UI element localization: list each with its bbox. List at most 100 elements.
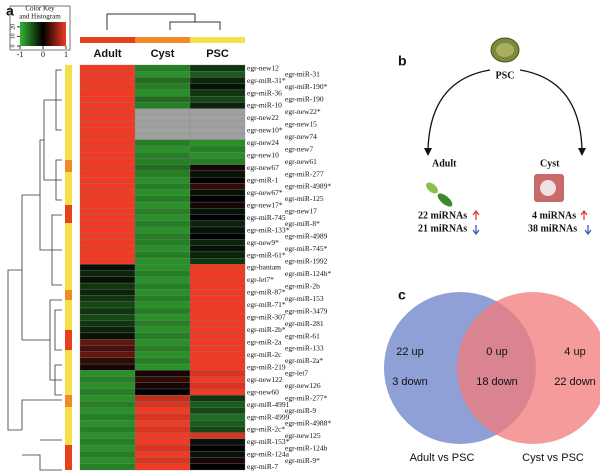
heatmap-cell [134, 177, 191, 184]
heatmap-cell [134, 102, 191, 109]
heatmap-cell [189, 370, 246, 377]
heatmap-cell [134, 245, 191, 253]
row-label: egr-miR-61 [285, 331, 320, 340]
heatmap-cell [134, 326, 191, 334]
row-label: egr-new61 [285, 157, 317, 166]
heatmap-cell [189, 96, 246, 103]
heatmap-cell [134, 258, 191, 265]
heatmap-cell [189, 407, 246, 415]
heatmap-cell [79, 195, 136, 203]
heatmap-cell [189, 170, 246, 178]
heatmap-cell [189, 71, 246, 78]
heatmap-cell [134, 282, 191, 290]
heatmap-cell [189, 438, 246, 446]
heatmap-cell [79, 457, 136, 464]
heatmap-cell [189, 77, 246, 84]
heatmap-cell [189, 214, 246, 221]
key-tick-label: 0 [10, 45, 16, 48]
heatmap-cell [134, 382, 191, 390]
heatmap-cell [189, 357, 246, 365]
heatmap-cell [189, 432, 246, 439]
heatmap-cell [134, 457, 191, 464]
heatmap-cell [189, 301, 246, 309]
heatmap-cell [79, 251, 136, 259]
row-label: egr-new74 [285, 132, 317, 141]
row-label: egr-miR-31 [285, 70, 320, 79]
heatmap-cell [189, 320, 246, 327]
heatmap-cell [189, 164, 246, 172]
row-label: egr-miR-36 [247, 88, 282, 97]
adult-icon [426, 182, 453, 207]
heatmap-cell [79, 77, 136, 84]
heatmap-cell [134, 314, 191, 321]
panel-label: c [398, 287, 406, 303]
heatmap-cell [79, 114, 136, 122]
heatmap-cell [134, 139, 191, 147]
heatmap-cell [79, 152, 136, 159]
heatmap-cell [189, 282, 246, 290]
heatmap-cell [189, 345, 246, 352]
heatmap-cell [79, 89, 136, 97]
heatmap-cell [189, 233, 246, 240]
row-label: egr-new24 [247, 138, 279, 147]
na-cell [189, 120, 246, 128]
heatmap-cell [79, 382, 136, 390]
venn-count: 22 down [554, 376, 596, 388]
row-label: egr-miR-281 [285, 319, 324, 328]
heatmap-cell [79, 444, 136, 452]
heatmap-cell [134, 164, 191, 172]
venn-count: 0 up [486, 346, 507, 358]
heatmap-cell [79, 139, 136, 147]
heatmap-cell [134, 233, 191, 240]
na-cell [189, 114, 246, 122]
heatmap-cell [134, 270, 191, 277]
heatmap-cell [79, 401, 136, 408]
heatmap-cell [79, 276, 136, 284]
column-label: Adult [93, 48, 121, 60]
row-label: egr-miR-4988* [285, 418, 331, 427]
heatmap-cell [189, 382, 246, 390]
heatmap-cell [79, 326, 136, 334]
heatmap-cell [79, 426, 136, 433]
row-label: egr-miR-190 [285, 94, 324, 103]
key-tick-label: 10 [10, 33, 16, 39]
heatmap-cell [134, 145, 191, 153]
venn-count: 18 down [476, 376, 518, 388]
heatmap-cell [79, 363, 136, 371]
heatmap-cell [189, 339, 246, 346]
row-label: egr-miR-9 [285, 406, 316, 415]
heatmap-cell [189, 332, 246, 340]
heatmap-cell [189, 177, 246, 184]
heatmap-cell [79, 388, 136, 396]
cyst-icon [534, 174, 564, 202]
heatmap-cell [189, 89, 246, 97]
heatmap-cell [79, 413, 136, 421]
heatmap-cell [79, 370, 136, 377]
row-label: egr-miR-277* [285, 394, 328, 403]
row-label: egr-new122 [247, 375, 283, 384]
heatmap-cell [189, 326, 246, 334]
venn-count: 3 down [392, 376, 427, 388]
heatmap-cell [134, 239, 191, 246]
na-cell [189, 127, 246, 134]
down-count: 38 miRNAs [528, 223, 577, 234]
heatmap-cell [134, 195, 191, 203]
heatmap-cell [79, 83, 136, 91]
heatmap-cell [134, 345, 191, 352]
heatmap-cell [134, 357, 191, 365]
na-cell [189, 108, 246, 115]
heatmap-cell [134, 395, 191, 402]
heatmap-cell [79, 438, 136, 446]
psc-icon [490, 37, 520, 63]
heatmap-cell [79, 96, 136, 103]
heatmap-cell [134, 295, 191, 302]
row-label: egr-miR-153 [285, 294, 324, 303]
venn-set-label: Cyst vs PSC [522, 452, 584, 464]
heatmap-cell [189, 276, 246, 284]
row-label: egr-new126 [285, 381, 321, 390]
heatmap-cell [79, 420, 136, 427]
heatmap-cell [189, 395, 246, 402]
row-label: egr-miR-2c [247, 350, 282, 359]
heatmap-cell [79, 183, 136, 190]
heatmap-cell [189, 145, 246, 153]
